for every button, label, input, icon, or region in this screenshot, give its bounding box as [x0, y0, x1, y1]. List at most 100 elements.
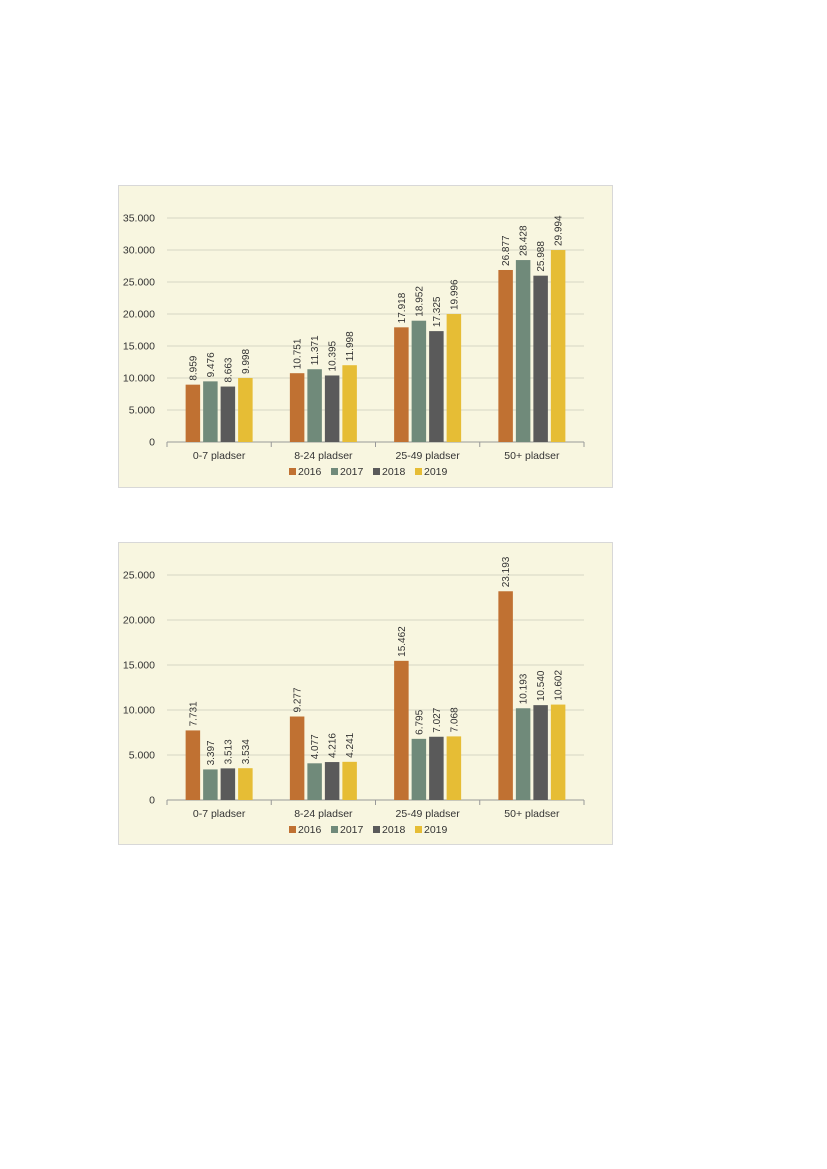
- chart0-data-label: 10.395: [328, 340, 339, 371]
- chart0-y-tick-label: 10.000: [123, 373, 155, 385]
- chart0-category-label: 0-7 pladser: [193, 450, 246, 462]
- chart0-data-label: 17.918: [397, 292, 408, 323]
- chart0-bar-2016: [289, 373, 305, 442]
- chart0-y-tick-label: 5.000: [129, 405, 155, 417]
- chart0-data-label: 8.959: [188, 355, 199, 380]
- chart1-bar-2017: [515, 708, 531, 800]
- chart1-legend-swatch-2019: [415, 826, 422, 833]
- chart0-bar-2018: [429, 331, 444, 442]
- chart-panel-1: 0 5.000 10.000 15.000 20.000 25.000 30.000 35.0…: [118, 185, 613, 488]
- chart1-data-label: 4.216: [328, 733, 339, 758]
- chart1-bar-2019: [550, 704, 566, 800]
- chart0-bar-2018: [324, 375, 340, 442]
- chart0-category-label: 50+ pladser: [504, 450, 560, 462]
- chart1-y-tick-label: 25.000: [123, 570, 155, 582]
- chart1-bar-2016: [498, 591, 513, 800]
- chart1-bar-2019: [238, 768, 253, 800]
- chart0-legend-label-2016: 2016: [298, 466, 322, 478]
- chart1-data-label: 3.534: [241, 739, 252, 764]
- chart0-category-label: 25-49 pladser: [396, 450, 461, 462]
- chart0-category-label: 8-24 pladser: [294, 450, 353, 462]
- chart1-bar-2016: [394, 660, 409, 800]
- chart1-legend-label-2018: 2018: [382, 824, 406, 836]
- chart1-data-label: 10.540: [536, 670, 547, 701]
- chart0-data-label: 8.663: [223, 357, 234, 382]
- chart1-category-label: 25-49 pladser: [396, 808, 461, 820]
- chart0-y-tick-label: 35.000: [123, 213, 155, 225]
- chart1-data-label: 7.027: [432, 707, 443, 732]
- chart1-bar-2017: [307, 763, 322, 800]
- chart1-data-label: 3.397: [206, 740, 217, 765]
- chart1-bar-2019: [342, 761, 357, 800]
- chart0-data-label: 9.476: [206, 352, 217, 377]
- chart0-bar-2017: [515, 260, 531, 442]
- chart1-data-label: 10.193: [519, 673, 530, 704]
- chart1-legend-label-2019: 2019: [424, 824, 448, 836]
- chart0-bar-2016: [394, 327, 409, 442]
- chart0-data-label: 11.371: [310, 335, 321, 365]
- chart1-data-label: 4.077: [310, 734, 321, 759]
- chart0-legend-label-2019: 2019: [424, 466, 448, 478]
- chart0-data-label: 18.952: [414, 286, 425, 317]
- chart0-y-tick-label: 25.000: [123, 277, 155, 289]
- chart1-legend-swatch-2016: [289, 826, 296, 833]
- chart1-legend-label-2017: 2017: [340, 824, 364, 836]
- chart1-category-label: 8-24 pladser: [294, 808, 353, 820]
- bar-chart-2: 0 5.000 10.000 15.000 20.000 25.000 7.731 3.397…: [123, 556, 585, 836]
- chart1-y-tick-label: 10.000: [123, 705, 155, 717]
- chart0-bar-2019: [550, 250, 566, 442]
- chart1-bar-2016: [289, 716, 305, 800]
- chart1-bar-2017: [411, 738, 427, 800]
- chart0-data-label: 28.428: [519, 225, 530, 256]
- chart1-data-label: 6.795: [414, 709, 425, 734]
- chart1-data-label: 4.241: [345, 732, 356, 757]
- chart1-category-label: 0-7 pladser: [193, 808, 246, 820]
- chart0-bar-2017: [307, 369, 322, 442]
- chart1-legend-swatch-2018: [373, 826, 380, 833]
- chart0-bar-2017: [203, 381, 218, 442]
- chart1-bar-2017: [203, 769, 218, 800]
- chart1-bar-2018: [533, 705, 548, 800]
- chart0-data-label: 9.998: [241, 349, 252, 374]
- chart1-legend-label-2016: 2016: [298, 824, 322, 836]
- chart1-data-label: 3.513: [223, 739, 234, 764]
- chart1-y-tick-label: 0: [149, 795, 155, 807]
- chart1-data-label: 23.193: [501, 556, 512, 587]
- chart0-legend-swatch-2018: [373, 468, 380, 475]
- chart0-legend-swatch-2019: [415, 468, 422, 475]
- chart1-bar-2018: [220, 768, 236, 800]
- chart1-bar-2016: [185, 730, 201, 800]
- chart0-bar-2019: [342, 365, 357, 442]
- chart1-category-label: 50+ pladser: [504, 808, 560, 820]
- chart0-legend-label-2017: 2017: [340, 466, 364, 478]
- chart1-data-label: 10.602: [554, 670, 565, 701]
- chart0-data-label: 29.994: [554, 215, 565, 246]
- chart1-y-tick-label: 15.000: [123, 660, 155, 672]
- chart1-legend-swatch-2017: [331, 826, 338, 833]
- chart1-data-label: 9.277: [293, 687, 304, 712]
- chart0-bar-2018: [533, 275, 548, 442]
- chart-panel-2: 0 5.000 10.000 15.000 20.000 25.000 7.731 3.397…: [118, 542, 613, 845]
- chart0-y-tick-label: 30.000: [123, 245, 155, 257]
- bar-chart-1: 0 5.000 10.000 15.000 20.000 25.000 30.000 35.0…: [123, 213, 585, 478]
- chart0-legend-swatch-2017: [331, 468, 338, 475]
- chart1-data-label: 7.068: [449, 707, 460, 732]
- chart0-y-tick-label: 0: [149, 437, 155, 449]
- chart0-data-label: 26.877: [501, 235, 512, 266]
- chart0-data-label: 17.325: [432, 296, 443, 327]
- chart1-bar-2018: [324, 762, 340, 800]
- chart1-data-label: 15.462: [397, 626, 408, 657]
- chart0-data-label: 25.988: [536, 241, 547, 272]
- chart0-bar-2017: [411, 320, 427, 442]
- chart1-bar-2018: [429, 736, 444, 800]
- chart0-legend-label-2018: 2018: [382, 466, 406, 478]
- chart0-data-label: 19.996: [449, 279, 460, 310]
- chart0-y-tick-label: 20.000: [123, 309, 155, 321]
- chart0-bar-2016: [185, 384, 201, 442]
- chart0-bar-2016: [498, 269, 513, 442]
- chart0-bar-2019: [238, 378, 253, 442]
- chart1-y-tick-label: 20.000: [123, 615, 155, 627]
- chart0-data-label: 11.998: [345, 331, 356, 361]
- chart0-legend-swatch-2016: [289, 468, 296, 475]
- chart0-bar-2018: [220, 386, 236, 442]
